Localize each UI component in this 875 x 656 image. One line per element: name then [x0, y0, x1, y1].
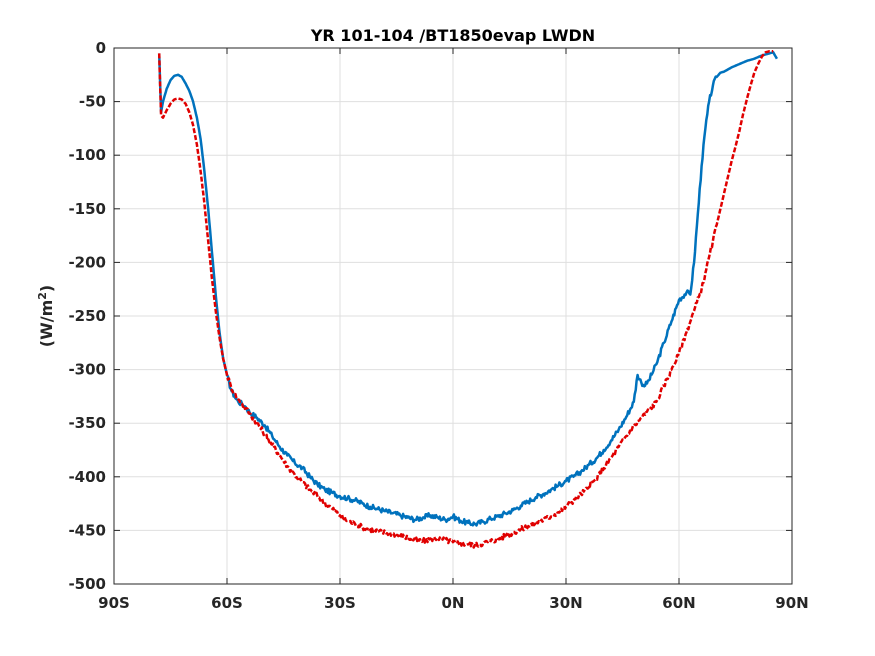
y-tick-label: -150	[68, 200, 106, 218]
x-tick-label: 90S	[98, 594, 130, 612]
x-tick-label: 0N	[442, 594, 465, 612]
chart-title: YR 101-104 /BT1850evap LWDN	[310, 26, 595, 45]
x-tick-label: 60S	[211, 594, 243, 612]
y-tick-label: -100	[68, 146, 106, 164]
x-tick-label: 30N	[549, 594, 582, 612]
y-axis: 0 -50 -100 -150 -200 -250 -300 -350 -400 -450 -500	[68, 39, 792, 593]
y-tick-label: 0	[96, 39, 106, 57]
x-axis: 90S 60S 30S 0N 30N 60N 90N	[98, 48, 809, 612]
y-tick-label: -300	[68, 361, 106, 379]
x-tick-label: 90N	[775, 594, 808, 612]
y-tick-label: -500	[68, 575, 106, 593]
y-tick-label: -450	[68, 521, 106, 539]
series-group	[157, 49, 778, 549]
y-axis-label: (W/m2)	[36, 285, 56, 347]
y-tick-label: -400	[68, 468, 106, 486]
y-tick-label: -200	[68, 253, 106, 271]
x-tick-label: 30S	[324, 594, 356, 612]
y-tick-label: -250	[68, 307, 106, 325]
series-line-1	[157, 51, 778, 527]
y-axis-label-main: (W/m	[37, 300, 56, 347]
y-tick-label: -350	[68, 414, 106, 432]
x-tick-label: 60N	[662, 594, 695, 612]
series-line-2	[157, 49, 774, 549]
y-axis-label-superscript: 2	[36, 292, 49, 300]
y-tick-label: -50	[79, 93, 106, 111]
y-axis-label-close: )	[37, 285, 56, 292]
